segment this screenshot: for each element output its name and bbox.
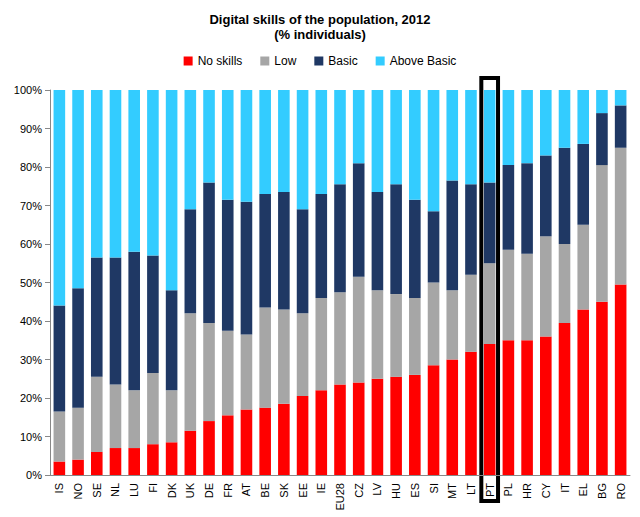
svg-text:90%: 90% (20, 123, 42, 135)
svg-text:60%: 60% (20, 238, 42, 250)
svg-text:SE: SE (91, 483, 103, 498)
svg-text:FR: FR (222, 483, 234, 498)
svg-text:100%: 100% (14, 84, 42, 96)
svg-text:IS: IS (53, 483, 65, 493)
svg-text:UK: UK (184, 482, 196, 498)
svg-text:70%: 70% (20, 200, 42, 212)
svg-text:ES: ES (409, 483, 421, 498)
svg-text:No skills: No skills (198, 54, 243, 68)
svg-text:Digital skills of the populati: Digital skills of the population, 2012 (209, 12, 430, 27)
svg-text:(% individuals): (% individuals) (274, 27, 366, 42)
svg-text:EE: EE (297, 483, 309, 498)
svg-text:80%: 80% (20, 161, 42, 173)
svg-text:EL: EL (577, 483, 589, 496)
svg-text:PT: PT (484, 483, 496, 497)
svg-text:EU28: EU28 (334, 483, 346, 511)
svg-text:10%: 10% (20, 431, 42, 443)
svg-text:LV: LV (371, 482, 383, 495)
svg-text:SI: SI (428, 483, 440, 493)
svg-text:0%: 0% (26, 469, 42, 481)
svg-text:20%: 20% (20, 392, 42, 404)
svg-text:HU: HU (390, 483, 402, 499)
svg-text:AT: AT (240, 483, 252, 497)
svg-text:PL: PL (502, 483, 514, 496)
svg-text:50%: 50% (20, 277, 42, 289)
svg-text:CY: CY (540, 482, 552, 498)
svg-text:NL: NL (109, 483, 121, 497)
svg-text:IE: IE (315, 483, 327, 493)
svg-text:Low: Low (274, 54, 296, 68)
svg-text:BE: BE (259, 483, 271, 498)
svg-text:LT: LT (465, 483, 477, 495)
svg-text:40%: 40% (20, 315, 42, 327)
svg-text:30%: 30% (20, 354, 42, 366)
svg-text:RO: RO (615, 483, 627, 500)
svg-text:DE: DE (203, 483, 215, 498)
svg-text:LU: LU (128, 483, 140, 497)
svg-text:DK: DK (166, 482, 178, 498)
svg-text:Basic: Basic (328, 54, 357, 68)
svg-text:SK: SK (278, 482, 290, 497)
svg-text:MT: MT (446, 483, 458, 499)
svg-text:HR: HR (521, 483, 533, 499)
svg-text:BG: BG (596, 483, 608, 499)
svg-text:Above Basic: Above Basic (390, 54, 457, 68)
svg-text:FI: FI (147, 483, 159, 493)
svg-text:CZ: CZ (353, 483, 365, 498)
svg-text:IT: IT (559, 483, 571, 493)
svg-text:NO: NO (72, 483, 84, 500)
